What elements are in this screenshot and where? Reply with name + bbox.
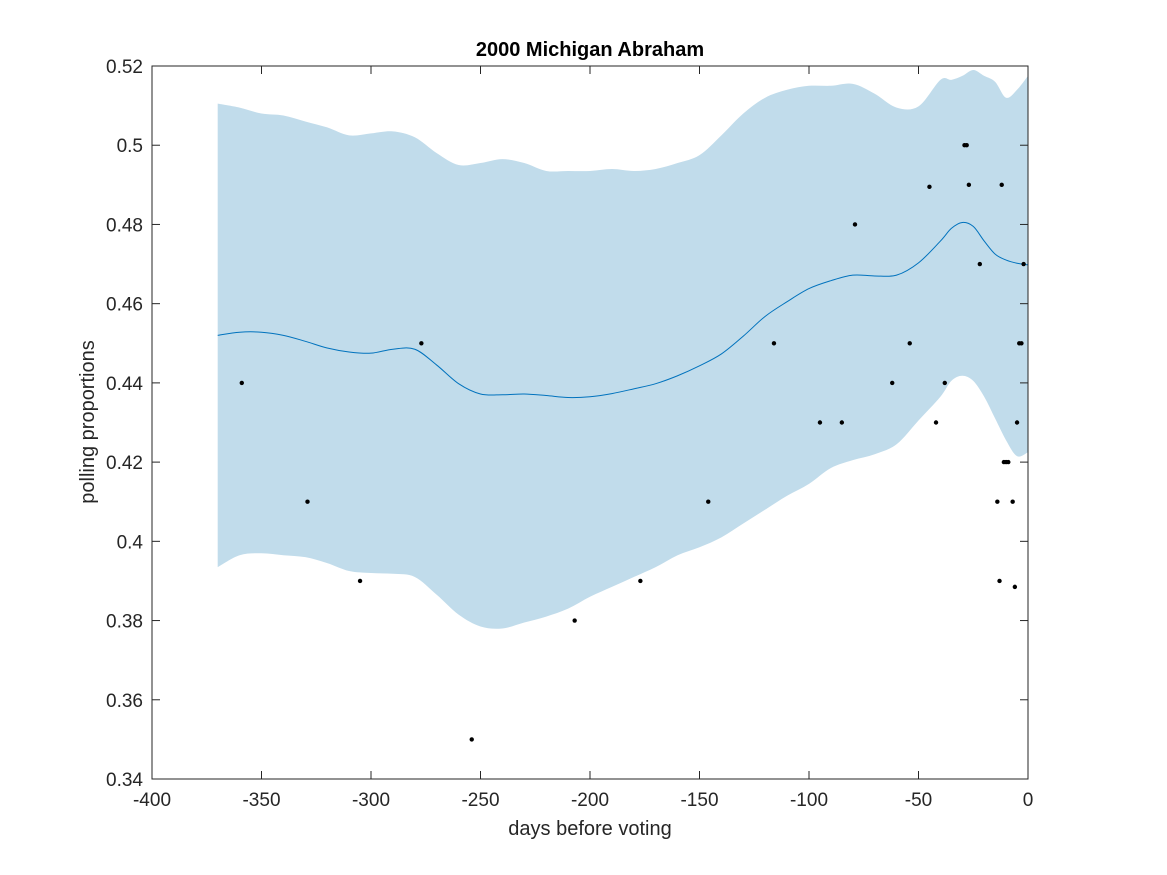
poll-point [771,341,777,346]
poll-point [706,499,711,504]
x-tick-label: -250 [461,790,499,811]
poll-point [1021,261,1026,267]
x-tick-label: -350 [242,790,280,811]
chart-title: 2000 Michigan Abraham [476,39,704,61]
x-tick-label: -100 [790,790,828,811]
x-ticks: -400 -350 -300 -250 -200 -150 -100 -50 0 [133,66,1033,811]
x-tick-label: -200 [571,790,609,811]
x-tick-label: -150 [680,790,718,811]
y-tick-label: 0.4 [117,532,144,553]
poll-point [419,341,424,346]
confidence-band-layer [217,69,1028,629]
x-tick-label: -400 [133,790,171,811]
poll-points-layer [239,143,1026,742]
poll-point [1006,459,1011,465]
poll-point [239,380,244,386]
x-axis-label: days before voting [508,818,671,840]
poll-point [638,578,643,584]
poll-point [999,182,1004,188]
poll-point [977,261,983,267]
poll-point [1012,584,1018,590]
x-tick-label: -50 [905,790,932,811]
poll-point [964,143,969,148]
y-tick-label: 0.5 [117,136,143,157]
y-tick-label: 0.48 [106,215,143,236]
y-tick-label: 0.46 [106,295,143,316]
y-axis-label: polling proportions [77,340,99,503]
poll-point [1010,499,1015,504]
y-tick-label: 0.44 [106,374,143,395]
poll-point [995,499,1000,504]
y-tick-label: 0.52 [106,57,143,78]
trend-line-layer [217,221,1029,399]
poll-point [852,222,858,227]
trend-line [217,221,1029,399]
poll-point [1019,341,1024,346]
poll-point [839,420,845,425]
y-tick-label: 0.34 [106,770,143,791]
x-tick-label: 0 [1023,790,1034,811]
y-tick-label: 0.42 [106,453,143,474]
poll-point [997,578,1002,584]
poll-point [1014,420,1020,425]
poll-point [927,184,932,190]
confidence-band [217,69,1028,629]
poll-point [469,737,474,742]
poll-point [357,578,363,584]
x-tick-label: -300 [352,790,390,811]
poll-point [817,420,823,425]
poll-point [572,618,577,623]
poll-point [933,420,939,425]
y-tick-label: 0.38 [106,612,143,633]
poll-point [305,499,310,504]
y-ticks: 0.34 0.36 0.38 0.4 0.42 0.44 0.46 0.48 0.5 0.52 [106,57,1028,791]
y-tick-label: 0.36 [106,691,143,712]
poll-point [942,380,947,386]
poll-point [907,341,912,346]
poll-point [890,380,895,386]
poll-point [966,182,972,188]
